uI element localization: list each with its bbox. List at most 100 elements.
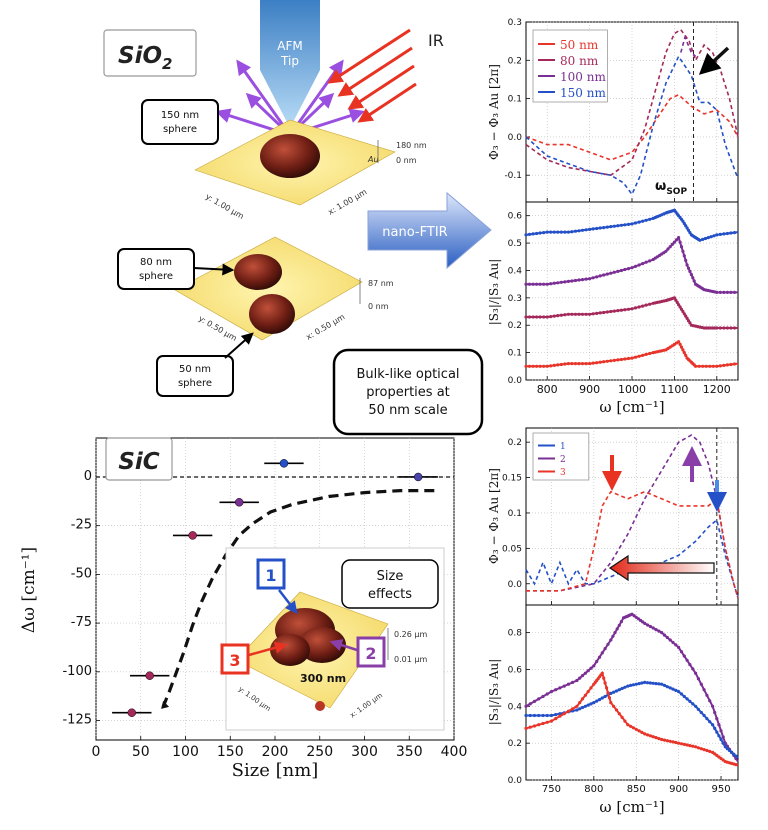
omega-sop-label: ωSOP bbox=[655, 179, 687, 197]
legend-entry: 100 nm bbox=[560, 70, 606, 84]
data-point bbox=[549, 315, 553, 319]
tick-label-y: 0.0 bbox=[508, 376, 523, 386]
data-point bbox=[702, 688, 706, 692]
data-point bbox=[620, 715, 624, 720]
data-point bbox=[626, 723, 630, 727]
data-point bbox=[648, 351, 652, 356]
data-point bbox=[600, 651, 604, 655]
data-point bbox=[699, 682, 703, 686]
data-point bbox=[554, 713, 558, 717]
data-point bbox=[626, 307, 631, 311]
data-point bbox=[657, 629, 661, 633]
data-point bbox=[677, 645, 681, 650]
data-point bbox=[538, 282, 542, 286]
tick-label-y: 0.4 bbox=[508, 702, 523, 712]
data-point bbox=[577, 229, 581, 233]
legend-entry: 2 bbox=[560, 455, 566, 465]
tick-label-y: 0.0 bbox=[508, 133, 523, 143]
data-point bbox=[668, 245, 672, 249]
data-point bbox=[674, 740, 678, 745]
data-point bbox=[660, 737, 664, 742]
data-point bbox=[542, 282, 546, 286]
data-point bbox=[598, 274, 602, 278]
data-point bbox=[549, 364, 553, 368]
data-point bbox=[665, 635, 669, 640]
data-point bbox=[685, 263, 689, 267]
inset-z-026um: 0.26 µm bbox=[394, 630, 427, 639]
data-point bbox=[588, 362, 592, 366]
data-point bbox=[722, 232, 726, 236]
data-point bbox=[595, 226, 599, 231]
x-axis-1um: x: 1.00 µm bbox=[327, 187, 369, 217]
data-point bbox=[559, 280, 563, 284]
data-point bbox=[577, 312, 581, 316]
data-point bbox=[674, 238, 679, 242]
tick-label-x: 300 bbox=[351, 744, 378, 760]
data-point bbox=[234, 498, 244, 507]
data-point bbox=[616, 358, 620, 362]
data-point bbox=[623, 357, 627, 361]
sio2-schematic: SiO2 AFM Tip IR Au 180 nm 0 nm y: 1.00 bbox=[103, 0, 492, 436]
data-point bbox=[598, 226, 602, 230]
data-point bbox=[531, 232, 535, 236]
data-point bbox=[528, 702, 532, 706]
data-point bbox=[685, 316, 689, 320]
data-point bbox=[566, 709, 571, 713]
data-point bbox=[586, 669, 590, 673]
tick-label-x: 50 bbox=[132, 744, 150, 760]
data-point bbox=[573, 229, 578, 233]
data-point bbox=[694, 671, 698, 675]
data-point bbox=[630, 266, 634, 270]
data-point bbox=[595, 361, 599, 365]
data-point bbox=[709, 235, 713, 239]
data-point bbox=[678, 342, 682, 346]
data-point bbox=[524, 713, 528, 718]
nano-ftir-arrow-icon bbox=[367, 191, 492, 270]
data-point bbox=[571, 680, 575, 685]
y-axis-label: Φ₃ − Φ₃ Au [2π] bbox=[487, 468, 501, 564]
data-point bbox=[620, 686, 624, 691]
legend-entry: 3 bbox=[560, 468, 566, 478]
series-line bbox=[525, 54, 739, 196]
x-axis-05um: x: 0.50 µm bbox=[305, 312, 347, 342]
sphere80-label-line1: 80 nm bbox=[140, 257, 172, 268]
data-point bbox=[641, 262, 645, 266]
data-point bbox=[552, 230, 556, 234]
data-point bbox=[717, 734, 721, 738]
tick-label-y: -125 bbox=[62, 713, 92, 728]
data-point bbox=[542, 364, 546, 368]
data-point bbox=[648, 734, 653, 738]
data-point bbox=[685, 226, 689, 230]
data-point bbox=[685, 743, 689, 747]
data-point bbox=[719, 729, 723, 733]
data-point bbox=[563, 362, 567, 366]
data-point bbox=[595, 311, 599, 315]
data-point bbox=[589, 702, 593, 706]
data-point bbox=[634, 682, 638, 686]
data-point bbox=[703, 236, 708, 241]
data-point bbox=[708, 364, 712, 368]
size-effects-callout bbox=[341, 559, 439, 609]
data-point bbox=[637, 263, 641, 267]
data-point bbox=[696, 746, 701, 750]
data-point bbox=[684, 224, 688, 228]
tick-label-y: 0.3 bbox=[508, 18, 522, 28]
data-point bbox=[609, 638, 613, 642]
data-point bbox=[643, 621, 647, 626]
data-point bbox=[566, 312, 571, 316]
data-point bbox=[602, 226, 606, 230]
data-point bbox=[609, 359, 613, 363]
data-point bbox=[591, 312, 595, 316]
data-point bbox=[678, 240, 682, 244]
data-point bbox=[677, 236, 681, 240]
data-point bbox=[732, 752, 736, 756]
fit-curve bbox=[161, 489, 435, 708]
data-point bbox=[721, 741, 725, 745]
data-point bbox=[684, 353, 688, 357]
data-point bbox=[672, 240, 677, 244]
data-point bbox=[644, 352, 648, 356]
data-point bbox=[602, 310, 606, 315]
box-1 bbox=[256, 558, 286, 590]
data-point bbox=[586, 690, 590, 694]
